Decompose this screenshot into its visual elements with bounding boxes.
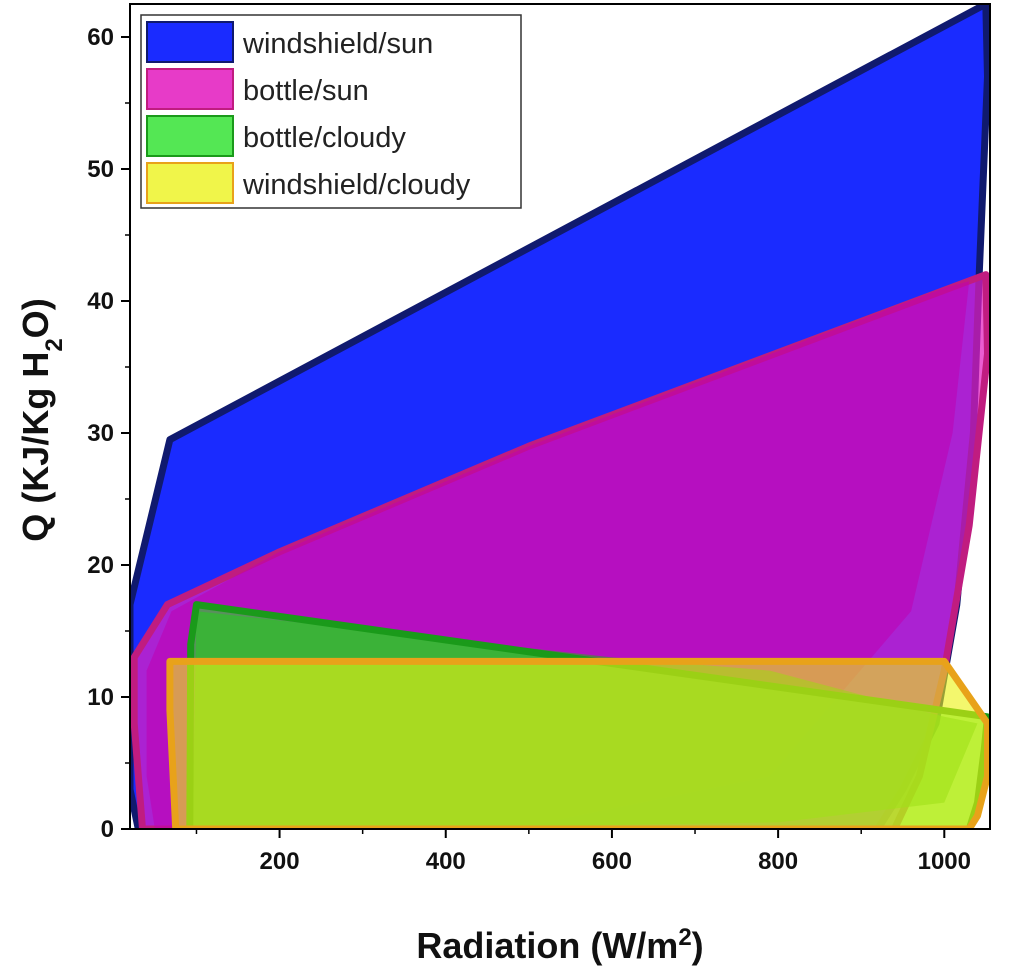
y-tick-label: 40	[87, 288, 114, 315]
series-area-3	[166, 657, 990, 829]
plot-area	[130, 4, 990, 829]
legend-swatch	[146, 162, 234, 204]
x-axis-title: Radiation (W/m2)	[416, 924, 703, 967]
x-axis: 200 400 600 800 1000	[195, 829, 971, 875]
x-tick-label: 1000	[918, 848, 971, 875]
y-tick-label: 60	[87, 24, 114, 51]
y-axis-title: Q (KJ/Kg H2O)	[15, 298, 68, 541]
y-tick-label: 10	[87, 684, 114, 711]
legend-label: windshield/cloudy	[242, 169, 471, 201]
legend-swatch	[146, 115, 234, 157]
y-tick-label: 20	[87, 552, 114, 579]
y-tick-label: 50	[87, 156, 114, 183]
legend: windshield/sun bottle/sun bottle/cloudy win…	[140, 14, 522, 209]
x-tick-label: 400	[426, 848, 466, 875]
legend-label: bottle/cloudy	[243, 122, 406, 154]
y-axis: 0 10 20 30 40 50 60	[87, 24, 130, 843]
x-tick-label: 200	[260, 848, 300, 875]
y-tick-label: 0	[101, 816, 114, 843]
plot-frame	[129, 3, 991, 830]
legend-swatch	[146, 21, 234, 63]
legend-swatch	[146, 68, 234, 110]
y-tick-label: 30	[87, 420, 114, 447]
x-tick-label: 600	[592, 848, 632, 875]
x-tick-label: 800	[758, 848, 798, 875]
legend-label: windshield/sun	[242, 28, 433, 60]
legend-label: bottle/sun	[243, 75, 369, 107]
